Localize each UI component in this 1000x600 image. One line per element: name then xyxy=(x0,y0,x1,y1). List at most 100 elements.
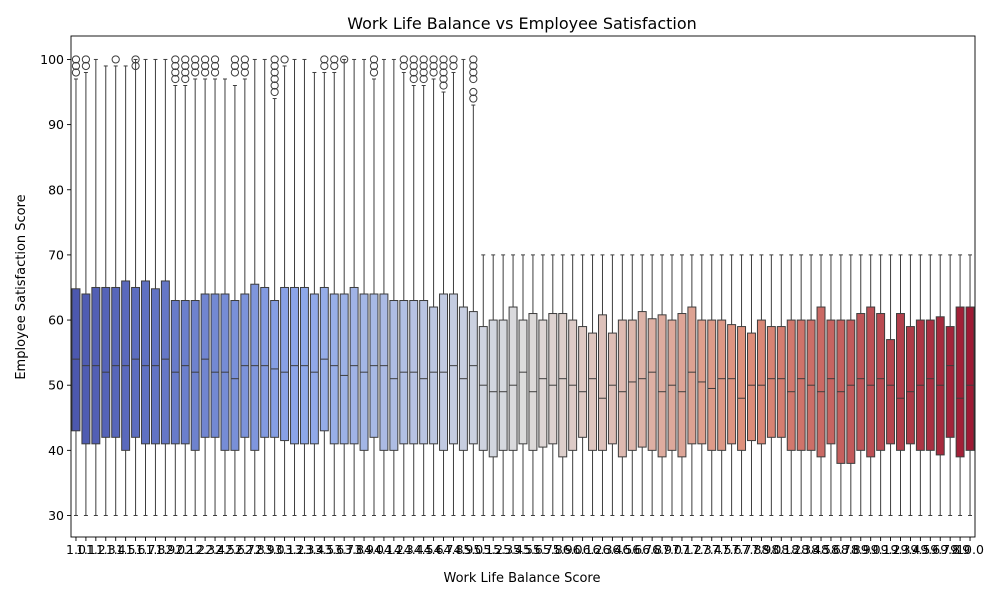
outlier-point xyxy=(131,55,140,64)
iqr-box xyxy=(210,293,220,438)
x-tick-label: 8.3 xyxy=(791,542,811,557)
x-tick-label: 6.0 xyxy=(563,542,583,557)
iqr-box xyxy=(250,283,260,451)
box-2.7 xyxy=(240,55,250,517)
x-tick-label: 4.2 xyxy=(384,542,404,557)
box-8.2 xyxy=(786,254,796,517)
outlier-point xyxy=(210,55,220,64)
iqr-box xyxy=(81,293,91,445)
x-tick-label: 4.3 xyxy=(394,542,414,557)
outlier-point xyxy=(439,68,448,77)
box-7.5 xyxy=(717,254,727,517)
box-9.0 xyxy=(866,254,876,517)
x-tick-label: 7.5 xyxy=(712,542,732,557)
x-tick-label: 2.0 xyxy=(165,542,185,557)
box-7.4 xyxy=(707,254,717,517)
box-8.3 xyxy=(796,254,806,517)
outlier-point xyxy=(469,74,478,84)
x-tick-label: 5.0 xyxy=(463,542,483,557)
iqr-box xyxy=(776,326,786,438)
iqr-box xyxy=(597,314,607,451)
iqr-box xyxy=(866,306,876,458)
outlier-point xyxy=(210,61,220,71)
x-tick-label: 3.8 xyxy=(344,542,364,557)
iqr-box xyxy=(280,286,290,442)
box-5.7 xyxy=(538,254,548,517)
outlier-point xyxy=(201,68,210,77)
box-2.9 xyxy=(260,58,270,517)
outlier-point xyxy=(429,68,438,77)
box-2.4 xyxy=(210,55,220,517)
box-6.2 xyxy=(588,254,598,517)
outlier-point xyxy=(469,68,478,77)
outlier-point xyxy=(240,55,249,64)
x-tick-label: 3.0 xyxy=(265,542,285,557)
outlier-point xyxy=(419,74,428,84)
x-tick-label: 1.6 xyxy=(126,542,146,557)
x-tick-label: 4.4 xyxy=(404,542,424,557)
outlier-point xyxy=(469,55,478,64)
box-6.3 xyxy=(597,254,607,517)
box-4.9 xyxy=(458,58,468,517)
iqr-box xyxy=(379,293,389,451)
x-tick-label: 7.1 xyxy=(672,542,692,557)
outlier-point xyxy=(439,81,448,90)
x-tick-label: 1.1 xyxy=(76,542,96,557)
box-3.3 xyxy=(299,58,309,517)
x-tick-label: 4.5 xyxy=(414,542,434,557)
outlier-point xyxy=(210,68,220,77)
iqr-box xyxy=(548,313,558,445)
box-9.2 xyxy=(886,254,896,517)
box-2.5 xyxy=(220,78,230,517)
outlier-point xyxy=(449,61,458,71)
box-6.6 xyxy=(627,254,637,517)
x-tick-label: 3.4 xyxy=(304,542,324,557)
box-4.3 xyxy=(399,55,409,517)
iqr-box xyxy=(756,319,766,445)
outlier-point xyxy=(419,55,428,64)
chart-title: Work Life Balance vs Employee Satisfacti… xyxy=(347,14,697,33)
box-3.0 xyxy=(270,55,280,517)
x-tick-label: 9.2 xyxy=(881,542,901,557)
outlier-point xyxy=(369,61,379,71)
box-4.7 xyxy=(439,55,449,517)
box-8.4 xyxy=(806,254,816,517)
box-5.0 xyxy=(468,55,478,517)
iqr-box xyxy=(766,326,776,438)
outlier-point xyxy=(230,55,240,64)
outlier-point xyxy=(270,74,279,84)
box-3.5 xyxy=(319,55,329,517)
iqr-box xyxy=(856,313,866,451)
x-tick-label: 6.7 xyxy=(632,542,652,557)
iqr-box xyxy=(230,300,240,451)
x-tick-label: 3.2 xyxy=(285,542,305,557)
iqr-box xyxy=(707,319,717,451)
iqr-box xyxy=(131,286,141,438)
iqr-box xyxy=(190,300,200,451)
x-tick-label: 1.8 xyxy=(145,542,165,557)
iqr-box xyxy=(816,306,826,458)
outlier-point xyxy=(240,61,249,71)
x-tick-label: 2.4 xyxy=(205,542,225,557)
iqr-box xyxy=(657,314,667,458)
x-tick-label: 8.1 xyxy=(771,542,791,557)
x-tick-label: 9.5 xyxy=(910,542,930,557)
iqr-box xyxy=(617,319,627,458)
box-6.9 xyxy=(657,254,667,517)
box-9.8 xyxy=(945,254,955,517)
outlier-point xyxy=(71,55,81,64)
iqr-box xyxy=(935,316,945,456)
x-tick-label: 9.8 xyxy=(940,542,960,557)
x-tick-label: 1.2 xyxy=(86,542,106,557)
x-tick-label: 3.9 xyxy=(354,542,374,557)
box-6.7 xyxy=(637,254,647,517)
x-tick-label: 6.8 xyxy=(642,542,662,557)
outlier-point xyxy=(320,55,329,64)
box-1.7 xyxy=(141,58,150,517)
outlier-point xyxy=(399,61,408,71)
iqr-box xyxy=(180,300,190,445)
x-tick-label: 10.0 xyxy=(956,542,984,557)
iqr-box xyxy=(727,324,737,445)
y-tick-label: 70 xyxy=(48,247,64,262)
iqr-box xyxy=(329,293,339,445)
